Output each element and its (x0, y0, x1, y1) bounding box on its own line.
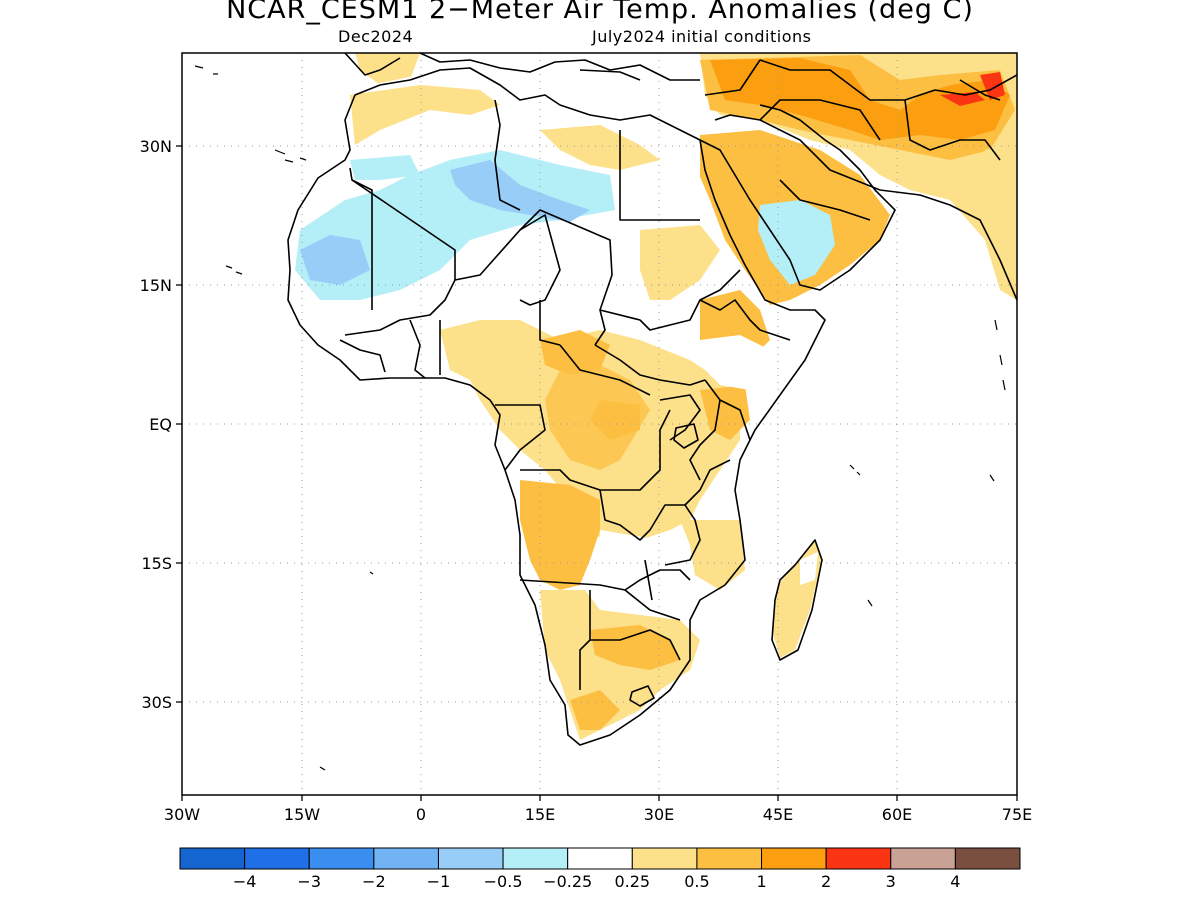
lon-label: 15E (525, 805, 555, 824)
lat-label: 15N (140, 276, 172, 295)
lon-label: 30W (164, 805, 200, 824)
colorbar-swatch (954, 847, 1021, 870)
latitude-labels: 30N 15N EQ 15S 30S (140, 137, 172, 712)
colorbar-swatch (631, 847, 698, 870)
initial-conditions: July2024 initial conditions (592, 27, 812, 46)
colorbar-swatch (244, 847, 310, 870)
colorbar-swatch (308, 847, 375, 870)
lon-label: 0 (416, 805, 426, 824)
forecast-month: Dec2024 (338, 27, 414, 46)
colorbar-label: 0.25 (614, 872, 650, 891)
islands (194, 65, 1006, 771)
colorbar-label: 3 (886, 872, 896, 891)
coastlines-borders (287, 53, 1017, 746)
graticule (182, 53, 1017, 795)
colorbar-label: −4 (233, 872, 257, 891)
colorbar-label: −1 (427, 872, 451, 891)
colorbar-swatch (179, 847, 246, 870)
colorbar-swatch (761, 847, 827, 870)
lon-label: 15W (284, 805, 320, 824)
colorbar-label: −0.25 (543, 872, 592, 891)
colorbar-label: −3 (297, 872, 321, 891)
lon-label: 60E (882, 805, 912, 824)
lon-label: 75E (1002, 805, 1032, 824)
map-title: NCAR_CESM1 2−Meter Air Temp. Anomalies (… (226, 0, 974, 25)
land-anomaly-fill (288, 53, 1017, 745)
colorbar-label: 0.5 (684, 872, 709, 891)
lat-label: 30N (140, 137, 172, 156)
colorbar-swatch (502, 847, 569, 870)
colorbar-swatch (696, 847, 763, 870)
colorbar-label: 1 (756, 872, 766, 891)
axis-ticks (176, 145, 1018, 801)
colorbar-label: −2 (362, 872, 386, 891)
colorbar-label: 4 (950, 872, 960, 891)
lon-label: 30E (644, 805, 674, 824)
lat-label: 15S (141, 554, 172, 573)
colorbar-label: −0.5 (484, 872, 523, 891)
lat-label: 30S (141, 693, 172, 712)
colorbar-swatch (567, 847, 633, 870)
colorbar-label: 2 (821, 872, 831, 891)
colorbar-swatch (373, 847, 439, 870)
colorbar-legend: −4 −3 −2 −1 −0.5 −0.25 0.25 0.5 1 2 3 4 (179, 847, 1021, 891)
colorbar-swatch (825, 847, 892, 870)
longitude-labels: 30W 15W 0 15E 30E 45E 60E 75E (164, 805, 1032, 824)
colorbar-swatch (890, 847, 956, 870)
lon-label: 45E (763, 805, 793, 824)
map-plot-area (182, 53, 1017, 795)
lat-label: EQ (149, 415, 172, 434)
colorbar-swatch (437, 847, 504, 870)
